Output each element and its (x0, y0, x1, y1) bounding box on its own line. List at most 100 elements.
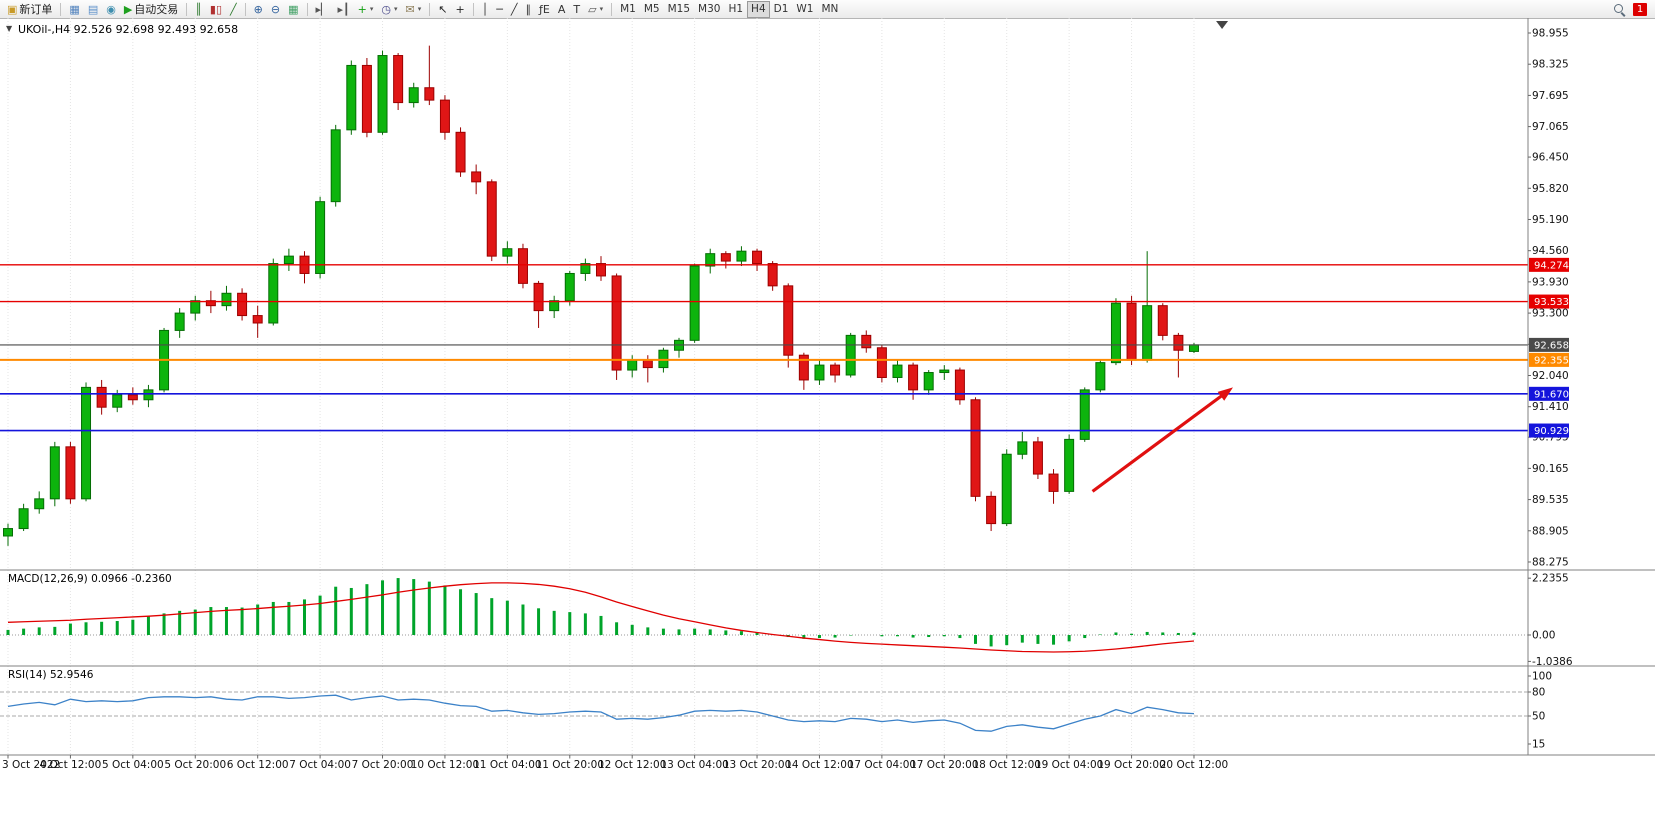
market-watch-icon: ▦ (69, 2, 80, 16)
text-label-button[interactable]: T (569, 1, 584, 18)
tile-windows-button[interactable]: ▦ (284, 1, 302, 18)
shapes-button[interactable]: ▱ ▾ (584, 1, 607, 18)
timeframe-d1-button[interactable]: D1 (770, 1, 793, 18)
date-tick-label: 4 Oct 12:00 (40, 759, 102, 771)
price-label-box (1529, 257, 1569, 272)
macd-panel (0, 578, 1528, 653)
date-tick-label: 20 Oct 12:00 (1160, 759, 1228, 771)
candle (549, 300, 560, 312)
text-button[interactable]: A (554, 1, 570, 18)
timeframe-mn-button[interactable]: MN (817, 1, 842, 18)
timeframe-m1-button-label: M1 (620, 2, 636, 15)
zoom-out-button[interactable]: ⊖ (267, 1, 284, 18)
caret-down-icon: ▾ (393, 5, 398, 13)
date-tick-label: 17 Oct 04:00 (848, 759, 916, 771)
candle (533, 282, 544, 312)
candle (1048, 473, 1059, 492)
market-watch-button[interactable]: ▦ (65, 1, 83, 18)
candlestick-chart-icon: ▮▯ (209, 2, 223, 16)
alert-badge[interactable]: 1 (1633, 2, 1647, 16)
candle (845, 334, 856, 376)
candle (720, 253, 731, 262)
rsi-scale-label: 80 (1532, 687, 1545, 699)
price-label-box (1529, 386, 1569, 401)
vertical-line-button[interactable]: │ (478, 1, 493, 18)
toolbar-separator (429, 2, 431, 16)
date-tick-label: 7 Oct 04:00 (289, 759, 351, 771)
cursor-button[interactable]: ↖ (434, 1, 451, 18)
zoom-in-icon: ⊕ (253, 2, 263, 16)
auto-scroll-icon: ▸▏ (315, 2, 330, 16)
rsi-scale-label: 50 (1532, 711, 1545, 723)
candle (689, 265, 700, 341)
date-tick-label: 14 Oct 12:00 (785, 759, 853, 771)
price-tick-label: 98.325 (1532, 59, 1569, 71)
chart-shift-button[interactable]: ▸┃ (333, 1, 353, 18)
line-chart-button[interactable]: ╱ (226, 1, 241, 18)
autotrading-button[interactable]: ▶ 自动交易 (120, 1, 182, 18)
text-label-icon: T (573, 2, 581, 16)
macd-scale-label: 2.2355 (1532, 573, 1569, 585)
price-label: 93.533 (1534, 297, 1569, 308)
chart-canvas[interactable]: 98.955 98.325 97.695 97.065 96.450 95.820 95.1… (0, 18, 1655, 775)
candle (1079, 389, 1090, 440)
candle (892, 364, 903, 378)
candlestick-chart-button[interactable]: ▮▯ (206, 1, 226, 18)
candle (377, 55, 388, 133)
timeframe-m30-button[interactable]: M30 (694, 1, 724, 18)
one-click-trading-toggle[interactable]: ▼ (6, 24, 13, 33)
candle (283, 255, 294, 265)
timeframe-m5-button[interactable]: M5 (640, 1, 664, 18)
timeframe-m1-button[interactable]: M1 (616, 1, 640, 18)
new-order-button[interactable]: ▣ 新订单 (3, 1, 56, 18)
search-icon[interactable] (1613, 3, 1626, 16)
toolbar-group-tools: ▸▏ ▸┃ + ▾ ◷ ▾ ✉ ▾ (312, 0, 426, 18)
periods-button[interactable]: ◷ ▾ (377, 1, 401, 18)
new-order-icon: ▣ (7, 2, 18, 16)
trend-arrow[interactable] (1091, 387, 1233, 493)
candle (830, 364, 841, 376)
auto-scroll-button[interactable]: ▸▏ (312, 1, 334, 18)
horizontal-line-button[interactable]: ─ (492, 1, 507, 18)
periods-icon: ◷ (381, 2, 391, 16)
price-tick-label: 88.275 (1532, 556, 1569, 568)
fibonacci-button[interactable]: ƒE (535, 1, 554, 18)
timeframe-h1-button[interactable]: H1 (724, 1, 747, 18)
equidistant-channel-icon: ∥ (525, 2, 532, 16)
navigator-button[interactable]: ◉ (102, 1, 120, 18)
zoom-in-button[interactable]: ⊕ (250, 1, 267, 18)
trendline-button[interactable]: ╱ (507, 1, 522, 18)
date-tick-label: 19 Oct 20:00 (1097, 759, 1165, 771)
toolbar-group-chart-types: ║ ▮▯ ╱ (191, 0, 240, 18)
data-window-button[interactable]: ▤ (84, 1, 102, 18)
cursor-icon: ↖ (438, 2, 448, 16)
candle (502, 248, 513, 257)
price-label-box (1529, 337, 1569, 352)
templates-button[interactable]: ✉ ▾ (402, 1, 426, 18)
toolbar-right: 1 (1613, 2, 1652, 16)
timeframe-w1-button[interactable]: W1 (792, 1, 817, 18)
timeframe-h4-button[interactable]: H4 (747, 0, 770, 18)
price-tick-label: 94.560 (1532, 245, 1569, 257)
text-icon: A (557, 2, 566, 16)
horizontal-line-icon: ─ (496, 2, 503, 16)
candle (190, 300, 201, 314)
price-scale[interactable]: 98.955 98.325 97.695 97.065 96.450 95.820 95.1… (1528, 28, 1573, 751)
price-tick-label: 97.065 (1532, 121, 1569, 133)
equidistant-channel-button[interactable]: ∥ (522, 1, 536, 18)
candle (221, 292, 232, 307)
candle (580, 263, 591, 274)
price-label: 92.658 (1534, 340, 1569, 351)
date-tick-label: 18 Oct 12:00 (972, 759, 1040, 771)
crosshair-button[interactable]: + (451, 1, 468, 18)
toolbar-group-windows: ▦ ▤ ◉ ▶ 自动交易 (65, 0, 182, 18)
candle (49, 446, 60, 500)
chart-shift-marker[interactable] (1216, 21, 1229, 29)
date-tick-label: 5 Oct 20:00 (164, 759, 226, 771)
timeframe-m15-button[interactable]: M15 (664, 1, 694, 18)
caret-down-icon: ▾ (417, 5, 422, 13)
indicators-button[interactable]: + ▾ (354, 1, 378, 18)
bar-chart-button[interactable]: ║ (191, 1, 206, 18)
